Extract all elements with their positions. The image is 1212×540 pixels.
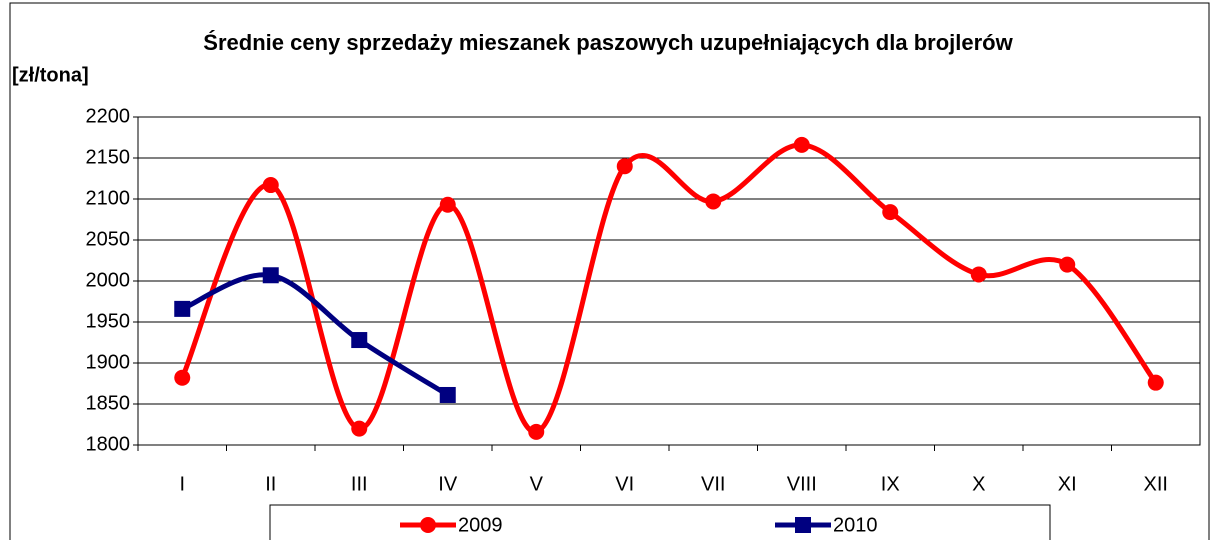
x-tick-label: II — [265, 473, 276, 495]
y-tick-label: 1900 — [86, 351, 131, 373]
legend-label: 2010 — [833, 514, 878, 536]
marker — [262, 267, 279, 284]
x-tick-label: VI — [615, 473, 634, 495]
x-tick-label: XII — [1144, 473, 1168, 495]
x-tick-label: III — [351, 473, 368, 495]
marker — [439, 386, 456, 403]
chart-frame — [9, 2, 1210, 540]
marker — [174, 300, 191, 317]
marker — [420, 517, 436, 533]
y-tick-label: 2200 — [86, 105, 131, 127]
marker — [1147, 374, 1164, 391]
marker — [351, 332, 368, 349]
x-tick-label: IX — [881, 473, 900, 495]
marker — [705, 193, 722, 210]
marker — [528, 423, 545, 440]
x-tick-label: VIII — [787, 473, 817, 495]
x-tick-label: V — [530, 473, 544, 495]
marker — [795, 517, 811, 533]
x-tick-label: IV — [438, 473, 458, 495]
y-axis-label: [zł/tona] — [12, 64, 89, 86]
marker — [174, 369, 191, 386]
y-tick-label: 1850 — [86, 392, 131, 414]
marker — [970, 266, 987, 283]
y-tick-label: 2050 — [86, 228, 131, 250]
series-line — [181, 272, 450, 398]
x-tick-label: VII — [701, 473, 725, 495]
marker — [1059, 256, 1076, 273]
marker — [439, 196, 456, 213]
series-line — [179, 142, 1158, 435]
marker — [882, 204, 899, 221]
legend-box — [269, 504, 1051, 540]
marker — [351, 420, 368, 437]
y-tick-label: 1800 — [86, 433, 131, 455]
x-tick-label: XI — [1058, 473, 1077, 495]
marker — [793, 136, 810, 153]
y-tick-label: 2150 — [86, 146, 131, 168]
y-tick-label: 1950 — [86, 310, 131, 332]
x-tick-label: I — [179, 473, 185, 495]
marker — [616, 158, 633, 175]
y-tick-label: 2100 — [86, 187, 131, 209]
x-tick-label: X — [972, 473, 985, 495]
chart-title: Średnie ceny sprzedaży mieszanek paszowy… — [203, 30, 1013, 55]
marker — [262, 177, 279, 194]
y-tick-label: 2000 — [86, 269, 131, 291]
legend-label: 2009 — [458, 514, 503, 536]
